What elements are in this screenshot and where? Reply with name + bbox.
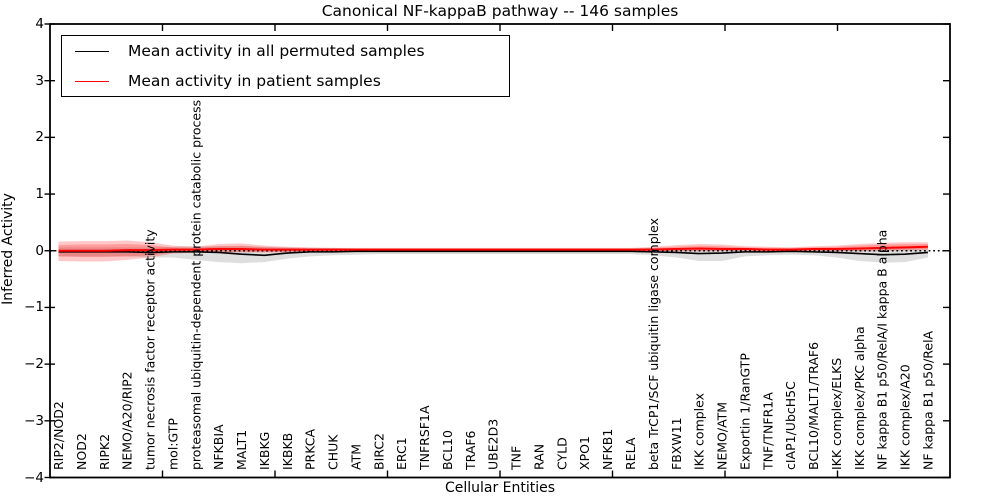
chart-title: Canonical NF-kappaB pathway -- 146 sampl…	[321, 2, 679, 20]
series-line-patient	[58, 245, 928, 252]
x-tick-label: RIPK2	[97, 434, 112, 470]
x-tick-label: XPO1	[577, 436, 592, 470]
legend-label-patient: Mean activity in patient samples	[128, 72, 381, 90]
y-tick-label: −2	[24, 356, 44, 373]
x-axis-label: Cellular Entities	[444, 480, 556, 496]
x-tick-label: FBXW11	[669, 417, 684, 470]
x-tick-label: IKK complex	[692, 393, 707, 470]
x-tick-label: IKK complex/A20	[898, 364, 913, 470]
y-tick-label: 0	[35, 242, 44, 259]
legend-label-permuted: Mean activity in all permuted samples	[128, 42, 425, 60]
x-tick-label: NOD2	[74, 433, 89, 470]
patient-line-sample-icon	[75, 80, 109, 82]
x-tick-label: ATM	[348, 444, 363, 470]
x-tick-label: ERC1	[394, 437, 409, 470]
y-tick-label: −4	[24, 469, 44, 486]
x-tick-label: NF kappa B1 p50/RelA	[920, 330, 935, 470]
legend-item-permuted: Mean activity in all permuted samples	[62, 39, 509, 63]
x-tick-label: RELA	[623, 437, 638, 470]
y-tick-label: −1	[24, 299, 44, 316]
x-tick-label: TRAF6	[463, 430, 478, 471]
x-tick-label: TNF	[509, 446, 524, 471]
y-tick-label: 2	[35, 129, 44, 146]
x-tick-label: NFKBIA	[211, 424, 226, 470]
x-tick-label: CYLD	[554, 437, 569, 470]
x-tick-label: RAN	[531, 444, 546, 470]
x-tick-label: IKK complex/PKC alpha	[852, 326, 867, 470]
legend-item-patient: Mean activity in patient samples	[62, 69, 509, 93]
y-tick-label: 1	[35, 186, 44, 203]
x-tick-label: TNF/TNFR1A	[760, 392, 775, 471]
x-tick-label: tumor necrosis factor receptor activity	[143, 229, 158, 470]
x-tick-label: cIAP1/UbcH5C	[783, 381, 798, 470]
permuted-line-sample-icon	[75, 50, 109, 52]
x-tick-label: beta TrCP1/SCF ubiquitin ligase complex	[646, 218, 661, 470]
x-tick-label: MALT1	[234, 430, 249, 470]
x-tick-label: NF kappa B1 p50/RelA/I kappa B alpha	[875, 230, 890, 470]
x-tick-label: RIP2/NOD2	[51, 401, 66, 470]
y-tick-label: 3	[35, 72, 44, 89]
x-tick-label: NEMO/A20/RIP2	[120, 371, 135, 470]
x-tick-label: IKBKG	[257, 432, 272, 470]
x-tick-label: IKBKB	[280, 433, 295, 470]
series-line-permuted	[58, 250, 928, 257]
y-tick-label: −3	[24, 412, 44, 429]
x-tick-label: BIRC2	[371, 433, 386, 470]
x-tick-label: NFKB1	[600, 429, 615, 470]
y-tick-label: 4	[35, 16, 44, 32]
x-tick-label: BCL10	[440, 430, 455, 470]
x-tick-label: mol:GTP	[165, 418, 180, 470]
x-tick-label: IKK complex/ELKS	[829, 358, 844, 470]
x-tick-label: UBE2D3	[486, 419, 501, 470]
x-tick-label: CHUK	[326, 434, 341, 470]
x-tick-label: TNFRSF1A	[417, 405, 432, 471]
legend: Mean activity in all permuted samples Me…	[61, 35, 510, 97]
x-tick-label: NEMO/ATM	[715, 402, 730, 470]
x-tick-label: proteasomal ubiquitin-dependent protein …	[188, 100, 203, 470]
x-tick-label: BCL10/MALT1/TRAF6	[806, 342, 821, 470]
x-tick-label: PRKCA	[303, 429, 318, 470]
x-tick-label: Exportin 1/RanGTP	[737, 353, 752, 470]
